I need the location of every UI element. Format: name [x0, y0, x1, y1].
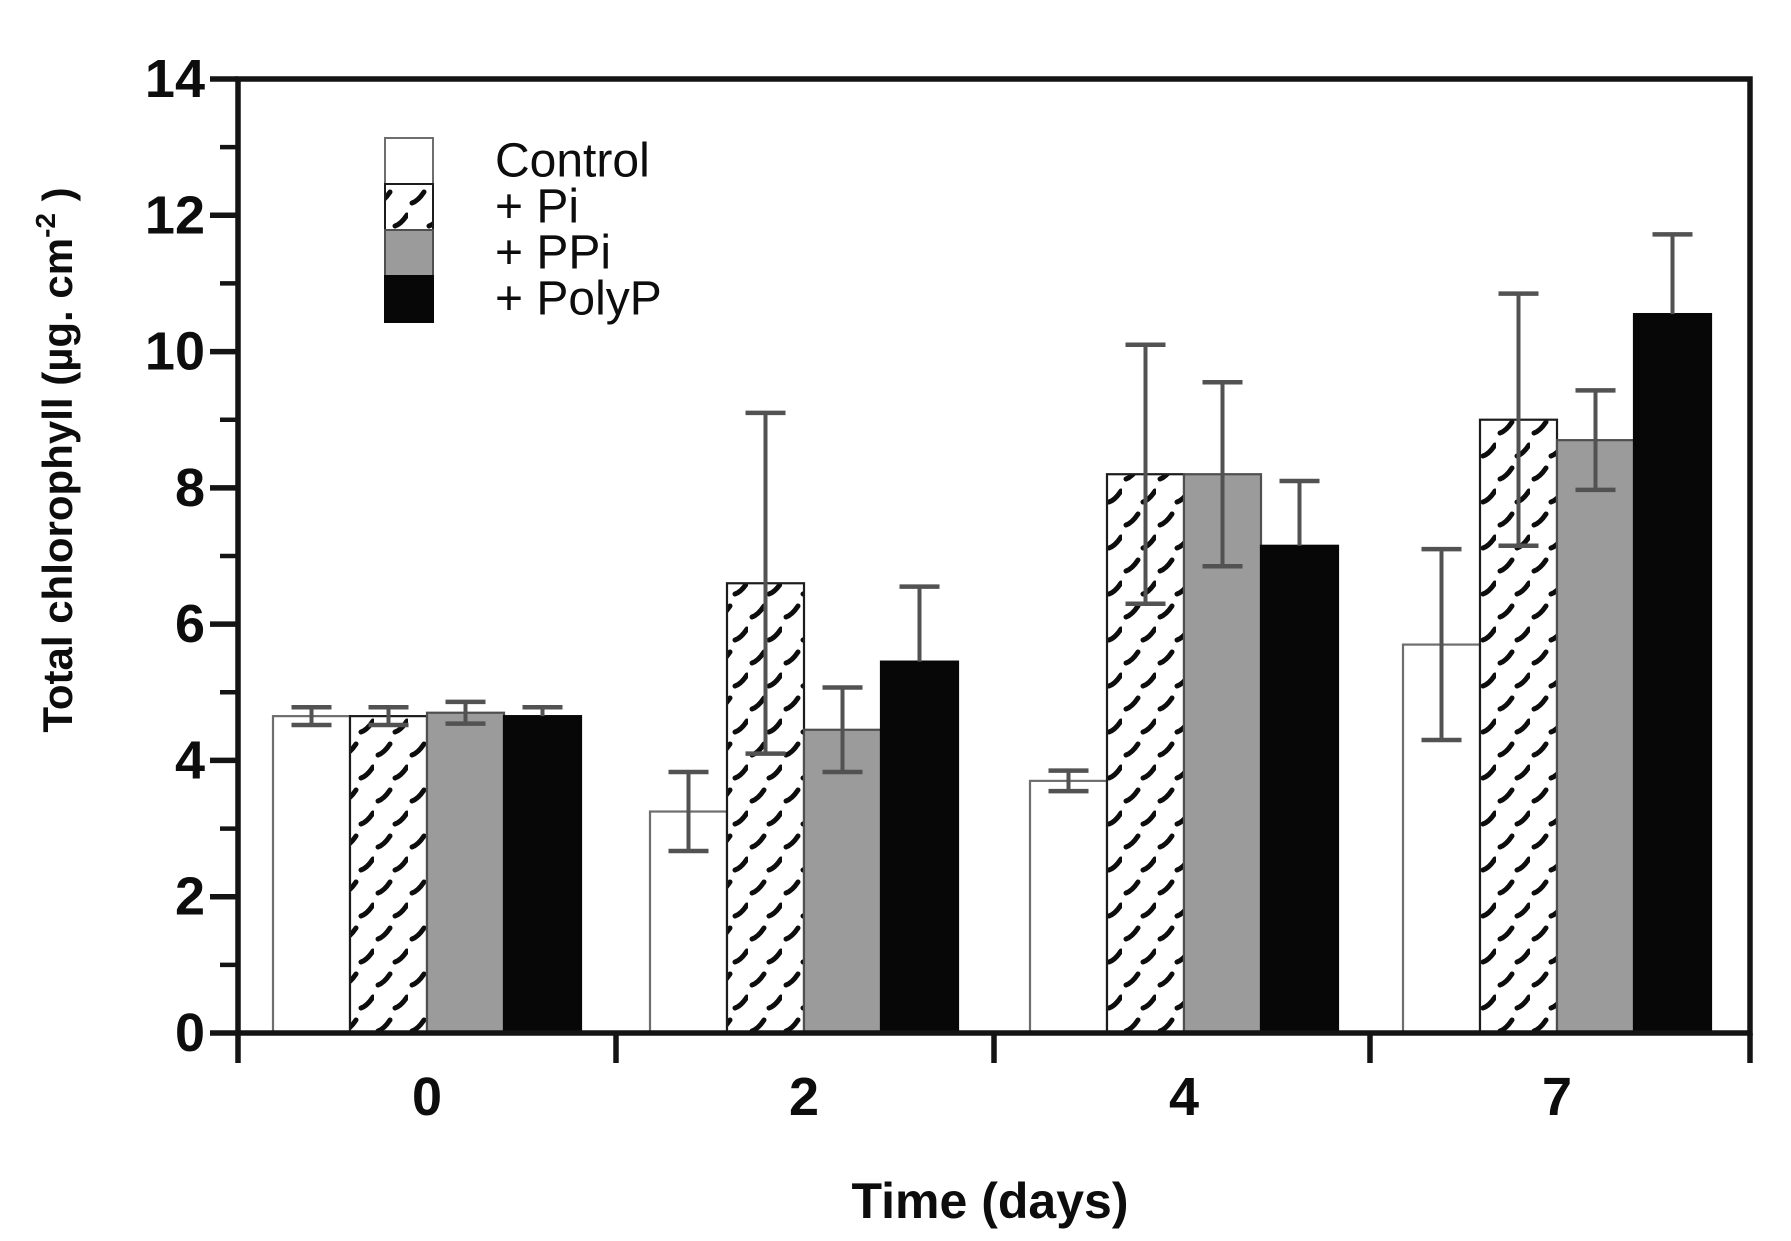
bar-fill: [504, 716, 581, 1033]
legend-swatch-hatch: [385, 184, 433, 230]
error-bar: [1202, 379, 1243, 569]
error-bar: [1575, 388, 1616, 493]
legend-label: + Pi: [495, 181, 579, 234]
y-axis-title-main: Total chlorophyll (µg. cm: [34, 238, 81, 733]
bar-Control-day0: [271, 705, 352, 1035]
legend: Control+ Pi+ PPi+ PolyP: [384, 135, 662, 326]
y-axis-title: Total chlorophyll (µg. cm-2 ): [30, 187, 81, 732]
bar-PolyP-day0: [502, 705, 583, 1035]
bar-fill: [804, 729, 881, 1033]
bar-Pi-day2: [725, 410, 806, 1035]
y-axis: 0 2 4 6 8 10 12 14: [145, 49, 238, 1063]
legend-label: + PPi: [495, 227, 611, 280]
bar-PPi-day4: [1182, 379, 1263, 1035]
legend-item-Control: Control: [384, 135, 650, 188]
x-tick-label: 7: [1542, 1067, 1572, 1127]
legend-swatch-fill: [385, 230, 433, 276]
bar-Control-day4: [1028, 768, 1109, 1035]
error-bar: [1125, 342, 1166, 606]
legend-item-Pi: + Pi: [384, 181, 579, 234]
legend-swatch-fill: [385, 138, 433, 184]
legend-label: + PolyP: [495, 273, 662, 326]
bar-PPi-day2: [802, 685, 883, 1035]
y-tick-label: 6: [175, 594, 205, 654]
x-axis-title: Time (days): [852, 1173, 1129, 1229]
error-bar: [822, 685, 863, 775]
error-bar: [1279, 478, 1320, 546]
bar-Pi-day0: [348, 705, 429, 1035]
y-tick-label: 0: [175, 1003, 205, 1063]
bar-fill: [273, 716, 350, 1033]
bar-PolyP-day2: [879, 584, 960, 1035]
error-bar: [1048, 768, 1089, 794]
bar-PPi-day0: [425, 699, 506, 1035]
bar-PPi-day7: [1555, 388, 1636, 1035]
y-axis-title-superscript: -2: [30, 213, 61, 238]
bar-fill: [1634, 314, 1711, 1033]
bars-layer: [271, 232, 1713, 1035]
x-tick-label: 4: [1169, 1067, 1199, 1127]
bar-Control-day7: [1401, 546, 1482, 1035]
error-bar: [445, 699, 486, 726]
error-bar: [668, 769, 709, 854]
bar-PolyP-day7: [1632, 232, 1713, 1035]
error-bar: [1652, 232, 1693, 315]
y-tick-label: 8: [175, 458, 205, 518]
error-bar: [1498, 291, 1539, 549]
legend-item-PolyP: + PolyP: [384, 273, 662, 326]
legend-swatch-outline: [384, 275, 434, 323]
y-tick-label: 14: [145, 49, 205, 109]
y-tick-label: 2: [175, 867, 205, 927]
bar-fill: [1261, 545, 1338, 1033]
bar-hatch-fill: [350, 716, 427, 1033]
bar-PolyP-day4: [1259, 478, 1340, 1035]
y-tick-label: 12: [145, 185, 205, 245]
bar-fill: [1557, 440, 1634, 1034]
y-tick-label: 4: [175, 730, 205, 790]
error-bar: [522, 705, 563, 717]
bar-Pi-day7: [1478, 291, 1559, 1035]
error-bar: [899, 584, 940, 662]
error-bar: [291, 705, 332, 728]
bar-fill: [881, 661, 958, 1033]
legend-label: Control: [495, 135, 650, 188]
bar-fill: [1030, 780, 1107, 1033]
bar-Control-day2: [648, 769, 729, 1035]
bar-fill: [427, 712, 504, 1033]
error-bar: [1421, 546, 1462, 743]
y-axis-title-close: ): [34, 187, 81, 213]
x-tick-label: 0: [412, 1067, 442, 1127]
error-bar: [745, 410, 786, 756]
y-tick-label: 10: [145, 322, 205, 382]
x-axis: 0 2 4 7: [235, 1033, 1753, 1127]
legend-swatch-fill: [385, 276, 433, 322]
legend-item-PPi: + PPi: [384, 227, 611, 280]
x-tick-label: 2: [789, 1067, 819, 1127]
error-bar: [368, 705, 409, 728]
